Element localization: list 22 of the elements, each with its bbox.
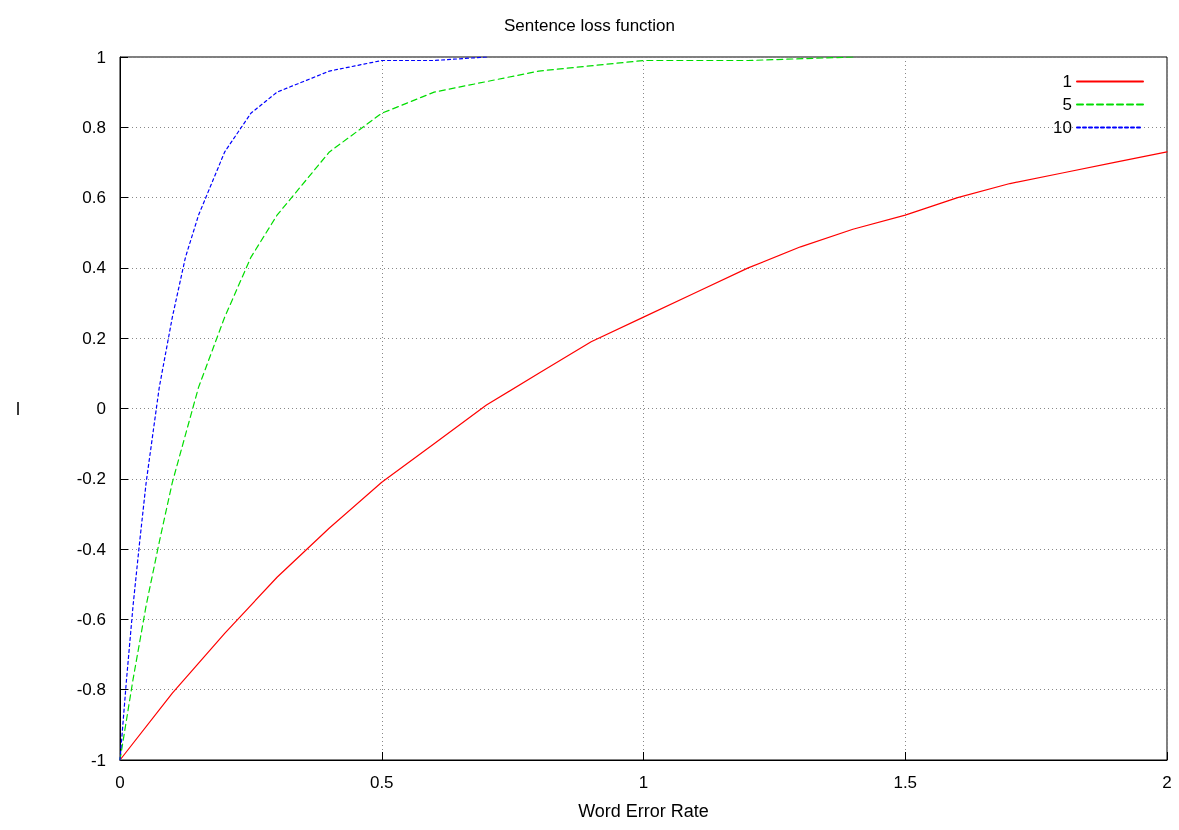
x-tick-label: 1.5 [893, 773, 918, 792]
x-tick-label: 0 [115, 773, 125, 792]
y-tick-label: -0.6 [76, 609, 106, 629]
y-tick-label: 0.2 [82, 328, 106, 348]
y-tick-label: 1 [96, 47, 106, 67]
x-tick-label: 2 [1162, 773, 1172, 792]
y-tick-label: -0.4 [76, 539, 106, 559]
y-tick-label: -0.2 [76, 469, 106, 489]
y-tick-label: 0 [96, 399, 106, 418]
y-axis-title: l [16, 398, 20, 419]
y-tick-label: 0.6 [82, 188, 106, 208]
y-tick-label: 0.8 [82, 117, 106, 137]
legend-label: 5 [1062, 95, 1072, 114]
x-tick-label: 1 [638, 773, 649, 792]
legend-label: 10 [1053, 118, 1072, 137]
chart-title: Sentence loss function [503, 16, 676, 35]
legend-label: 1 [1062, 72, 1072, 91]
x-tick-label: 0.5 [369, 773, 394, 792]
y-tick-label: -1 [90, 750, 106, 770]
x-axis-title: Word Error Rate [578, 801, 709, 821]
y-tick-label: 0.4 [82, 258, 106, 278]
y-tick-label: -0.8 [76, 680, 106, 700]
